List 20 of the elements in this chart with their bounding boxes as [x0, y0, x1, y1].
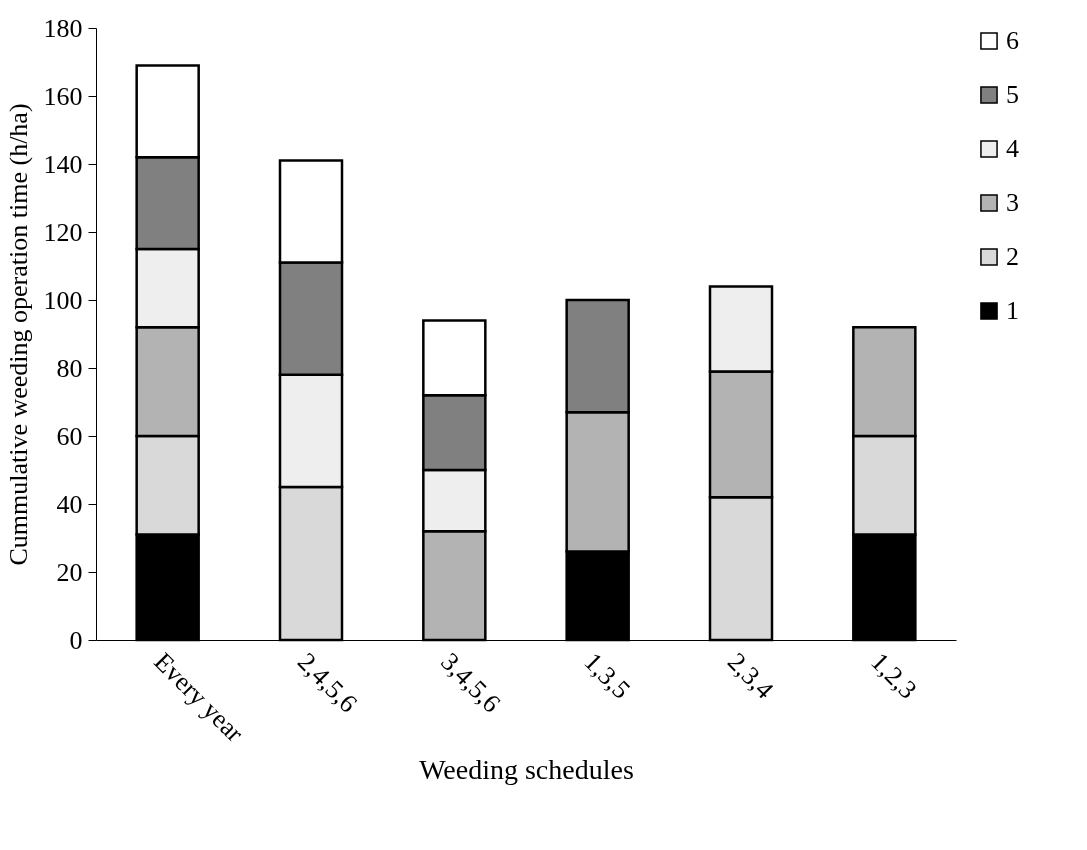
y-tick-label: 140	[43, 149, 83, 179]
legend-label: 6	[1006, 26, 1019, 55]
legend-label: 5	[1006, 80, 1019, 109]
y-axis-title: Cummulative weeding operation time (h/ha)	[3, 103, 33, 566]
y-tick-label: 0	[69, 625, 83, 655]
x-axis-title: Weeding schedules	[419, 754, 634, 786]
y-tick-label: 160	[43, 81, 83, 111]
y-tick-label: 20	[56, 557, 83, 587]
legend-label: 4	[1006, 134, 1019, 163]
x-tick-label: 1,3,5	[578, 647, 636, 705]
y-tick-label: 120	[43, 217, 83, 247]
y-tick-label: 80	[56, 353, 83, 383]
y-tick-label: 40	[56, 489, 83, 519]
x-tick-label: 1,2,3	[865, 647, 923, 705]
legend-label: 2	[1006, 242, 1019, 271]
y-tick-label: 180	[43, 13, 83, 43]
legend-label: 3	[1006, 188, 1019, 217]
y-tick-label: 60	[56, 421, 83, 451]
y-tick-label: 100	[43, 285, 83, 315]
legend-label: 1	[1006, 296, 1019, 325]
